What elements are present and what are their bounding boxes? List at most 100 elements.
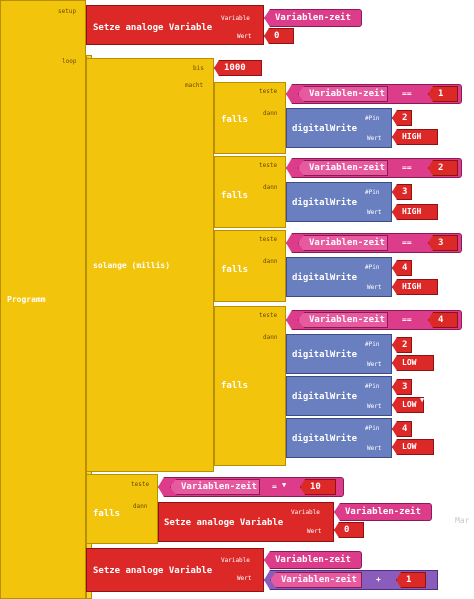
if-3-compare-value[interactable]: 3 — [428, 235, 458, 251]
digitalwrite-block-2[interactable]: digitalWrite #Pin Wert — [286, 182, 392, 222]
reset-variable[interactable]: Variablen-zeit — [170, 479, 260, 495]
if-block-3[interactable]: falls teste dann — [214, 230, 286, 302]
increment-expr-variable[interactable]: Variablen-zeit — [270, 572, 362, 588]
while-title: solange (millis) — [93, 261, 171, 270]
reset-if-block[interactable]: falls teste dann — [86, 474, 158, 544]
increment-expr-value[interactable]: 1 — [396, 572, 426, 588]
if-4-then-label: dann — [263, 334, 278, 341]
if-4-label: falls — [221, 381, 249, 391]
while-block[interactable]: solange (millis) bis macht — [86, 58, 214, 472]
if-1-label: falls — [221, 115, 249, 125]
if-2-test-label: teste — [259, 162, 278, 169]
if-3-test-label: teste — [259, 236, 278, 243]
if-4-compare-value[interactable]: 4 — [428, 312, 458, 328]
digitalwrite-block-5[interactable]: digitalWrite #Pin Wert — [286, 376, 392, 416]
if-4-test-label: teste — [259, 312, 278, 319]
if-3-label: falls — [221, 265, 249, 275]
dw-6-pin[interactable]: 4 — [392, 421, 412, 437]
while-limit-label: bis — [193, 65, 204, 72]
increment-set-title: Setze analoge Variable — [93, 566, 213, 576]
dw-4-pin[interactable]: 2 — [392, 337, 412, 353]
increment-value-label: Wert — [237, 575, 252, 582]
program-label: Programm — [7, 295, 46, 304]
reset-set-variable-label: Variable — [291, 509, 320, 516]
if-4-operator[interactable]: == — [402, 315, 412, 324]
program-block[interactable]: Programm — [0, 0, 86, 599]
dw-1-value-label: Wert — [367, 135, 382, 142]
dw-2-value[interactable]: HIGH — [392, 204, 438, 220]
if-block-2[interactable]: falls teste dann — [214, 156, 286, 228]
reset-compare-value[interactable]: 10 — [300, 479, 336, 495]
dw-3-value-label: Wert — [367, 284, 382, 291]
dw-6-pin-label: #Pin — [365, 425, 380, 432]
setup-value-label: Wert — [237, 33, 252, 40]
reset-operator-dropdown-icon[interactable]: ▼ — [282, 481, 287, 489]
if-block-4[interactable]: falls teste dann — [214, 306, 286, 466]
reset-if-label: falls — [93, 509, 121, 519]
if-1-operator[interactable]: == — [402, 89, 412, 98]
reset-set-variable-pill[interactable]: Variablen-zeit — [334, 503, 432, 521]
reset-set-value-label: Wert — [307, 528, 322, 535]
if-2-operator[interactable]: == — [402, 163, 412, 172]
if-3-variable[interactable]: Variablen-zeit — [298, 235, 388, 251]
while-limit-value[interactable]: 1000 — [214, 60, 262, 76]
if-1-test-label: teste — [259, 88, 278, 95]
reset-set-variable-block[interactable]: Setze analoge Variable Variable Wert — [158, 502, 334, 542]
dw-3-pin-label: #Pin — [365, 264, 380, 271]
increment-set-variable-block[interactable]: Setze analoge Variable Variable Wert — [86, 548, 264, 592]
if-3-then-label: dann — [263, 258, 278, 265]
dw-5-value-label: Wert — [367, 403, 382, 410]
digitalwrite-block-4[interactable]: digitalWrite #Pin Wert — [286, 334, 392, 374]
digitalwrite-block-1[interactable]: digitalWrite #Pin Wert — [286, 108, 392, 148]
if-3-operator[interactable]: == — [402, 238, 412, 247]
dw-3-value[interactable]: HIGH — [392, 279, 438, 295]
if-1-then-label: dann — [263, 110, 278, 117]
setup-value-pill[interactable]: 0 — [264, 28, 294, 44]
dw-4-pin-label: #Pin — [365, 341, 380, 348]
reset-set-title: Setze analoge Variable — [164, 518, 284, 528]
dw-1-value[interactable]: HIGH — [392, 129, 438, 145]
if-1-variable[interactable]: Variablen-zeit — [298, 86, 388, 102]
dw-6-value-label: Wert — [367, 445, 382, 452]
if-4-variable[interactable]: Variablen-zeit — [298, 312, 388, 328]
while-do-label: macht — [185, 82, 204, 89]
setup-variable-pill[interactable]: Variablen-zeit — [264, 9, 362, 27]
digitalwrite-block-6[interactable]: digitalWrite #Pin Wert — [286, 418, 392, 458]
dw-3-title: digitalWrite — [292, 273, 358, 283]
dw-2-pin-label: #Pin — [365, 189, 380, 196]
dw-5-value[interactable]: LOW — [392, 397, 424, 413]
dw-1-pin[interactable]: 2 — [392, 110, 412, 126]
increment-variable-label: Variable — [221, 557, 250, 564]
dw-5-pin-label: #Pin — [365, 383, 380, 390]
if-2-variable[interactable]: Variablen-zeit — [298, 160, 388, 176]
reset-set-value-pill[interactable]: 0 — [334, 522, 364, 538]
setup-set-title: Setze analoge Variable — [93, 23, 213, 33]
if-2-label: falls — [221, 191, 249, 201]
if-1-compare-value[interactable]: 1 — [428, 86, 458, 102]
if-2-compare-value[interactable]: 2 — [428, 160, 458, 176]
reset-operator[interactable]: = — [272, 482, 277, 491]
dw-6-title: digitalWrite — [292, 434, 358, 444]
reset-if-then-label: dann — [133, 503, 148, 510]
increment-variable-pill[interactable]: Variablen-zeit — [264, 551, 362, 569]
dw-4-title: digitalWrite — [292, 350, 358, 360]
dw-5-pin[interactable]: 3 — [392, 379, 412, 395]
dw-4-value[interactable]: LOW — [392, 355, 434, 371]
dw-2-title: digitalWrite — [292, 198, 358, 208]
dw-5-title: digitalWrite — [292, 392, 358, 402]
edge-truncated-text: Mar — [455, 516, 470, 525]
if-block-1[interactable]: falls teste dann — [214, 82, 286, 154]
digitalwrite-block-3[interactable]: digitalWrite #Pin Wert — [286, 257, 392, 297]
dw-1-title: digitalWrite — [292, 124, 358, 134]
dw-5-dropdown-icon[interactable]: ▼ — [420, 396, 425, 404]
setup-label: setup — [58, 8, 77, 15]
dw-2-pin[interactable]: 3 — [392, 184, 412, 200]
dw-3-pin[interactable]: 4 — [392, 260, 412, 276]
dw-6-value[interactable]: LOW — [392, 439, 434, 455]
dw-2-value-label: Wert — [367, 209, 382, 216]
increment-expr-operator[interactable]: + — [376, 575, 381, 584]
if-2-then-label: dann — [263, 184, 278, 191]
setup-set-variable-block[interactable]: Setze analoge Variable Variable Wert — [86, 5, 264, 45]
reset-if-test-label: teste — [131, 481, 150, 488]
loop-label: loop — [62, 58, 77, 65]
